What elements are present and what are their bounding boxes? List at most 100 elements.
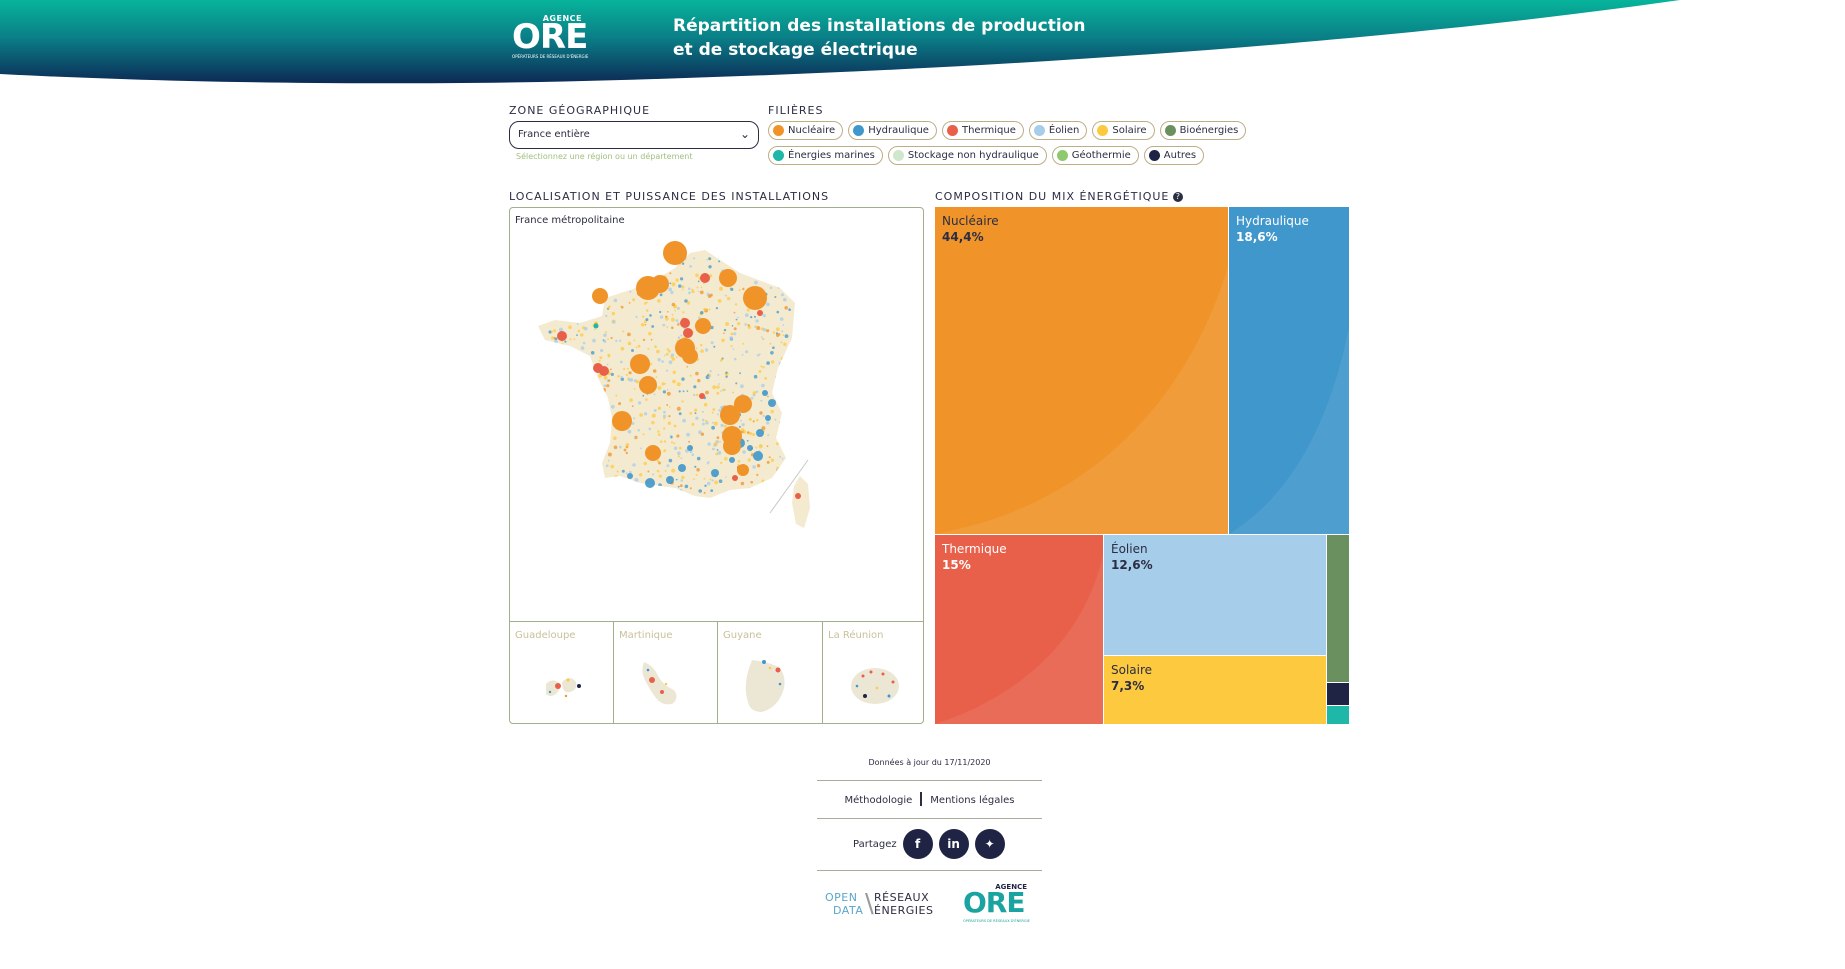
filiere-chip[interactable]: Bioénergies (1159, 121, 1247, 140)
tile-shine (935, 555, 1103, 724)
installation-dot (615, 339, 618, 343)
hydro-dot (645, 478, 655, 488)
installation-dot (779, 433, 784, 438)
installation-dot (611, 311, 616, 316)
question-circle-icon[interactable]: ? (1173, 192, 1184, 202)
installation-dot (578, 427, 583, 431)
installation-dot (737, 460, 741, 463)
installation-dot (695, 416, 699, 420)
linkedin-icon[interactable]: in (938, 829, 969, 859)
installation-dot (549, 358, 553, 362)
installation-dot (596, 457, 600, 461)
hydro-dot (747, 445, 753, 451)
installation-dot (557, 473, 561, 478)
methodologie-link[interactable]: Méthodologie (844, 795, 913, 806)
installation-dot (591, 432, 594, 436)
installation-dot (588, 269, 592, 273)
installation-dot (780, 357, 784, 361)
installation-dot (733, 332, 737, 336)
installation-dot (633, 417, 636, 420)
tile-autres[interactable] (1327, 683, 1349, 705)
overseas-martinique[interactable]: Martinique (614, 622, 718, 723)
installation-dot (781, 275, 786, 280)
france-map[interactable] (510, 228, 924, 618)
installation-dot (587, 292, 590, 295)
tile-bioenergies[interactable] (1327, 535, 1349, 682)
installation-dot (580, 346, 585, 350)
installation-dot (663, 354, 666, 357)
installation-dot (708, 308, 711, 311)
installation-dot (564, 270, 567, 273)
agence-ore-logo[interactable]: AGENCE ORE OPÉRATEURS DE RÉSEAUX D'ÉNERG… (512, 14, 589, 59)
tile-solaire[interactable]: Solaire 7,3% (1104, 656, 1326, 724)
installation-dot (775, 327, 780, 332)
installation-dot (657, 406, 662, 410)
filiere-chip[interactable]: Solaire (1092, 121, 1155, 140)
filiere-chip[interactable]: Hydraulique (848, 121, 937, 140)
tile-energies-marines[interactable] (1327, 706, 1349, 724)
installation-dot (677, 485, 680, 488)
installation-dot (605, 464, 609, 468)
installation-dot (582, 456, 586, 461)
filiere-chip[interactable]: Nucléaire (768, 121, 844, 140)
overseas-guyane[interactable]: Guyane (718, 622, 823, 723)
installation-dot (695, 347, 698, 350)
hydro-dot (768, 399, 776, 407)
installation-dot (563, 382, 567, 386)
filiere-chip[interactable]: Autres (1143, 146, 1205, 165)
overseas-la-reunion[interactable]: La Réunion (823, 622, 923, 723)
installation-dot (766, 361, 770, 365)
installation-dot (775, 442, 779, 446)
filiere-chip[interactable]: Énergies marines (768, 146, 883, 165)
installation-dot (664, 382, 666, 385)
tile-value: 7,3% (1111, 679, 1145, 693)
installation-dot (616, 470, 619, 473)
overseas-guadeloupe[interactable]: Guadeloupe (510, 622, 614, 723)
filiere-chip[interactable]: Éolien (1028, 121, 1088, 140)
installation-dot (589, 488, 593, 491)
overseas-row: Guadeloupe Martinique Guyane La Réunion (510, 621, 923, 723)
mentions-legales-link[interactable]: Mentions légales (930, 795, 1015, 806)
installation-dot (748, 432, 753, 436)
installation-dot (613, 436, 617, 440)
installation-dot (667, 311, 669, 313)
installation-dot (595, 448, 599, 452)
tile-thermique[interactable]: Thermique 15% (935, 535, 1103, 724)
filiere-chip[interactable]: Géothermie (1051, 146, 1139, 165)
installation-dot (576, 454, 581, 459)
installation-dot (593, 429, 598, 434)
installation-dot (679, 484, 683, 487)
hydro-dot (753, 451, 763, 461)
filiere-chip[interactable]: Stockage non hydraulique (887, 146, 1047, 165)
tile-hydraulique[interactable]: Hydraulique 18,6% (1229, 207, 1349, 534)
installation-dot (704, 348, 709, 352)
installation-dot (639, 473, 643, 477)
installation-dot (741, 353, 744, 356)
twitter-icon[interactable]: ✦ (974, 829, 1005, 859)
nucleaire-dot (663, 241, 687, 265)
installation-dot (587, 259, 591, 263)
nucleaire-dot (734, 395, 752, 413)
tile-nucleaire[interactable]: Nucléaire 44,4% (935, 207, 1228, 534)
filiere-chip[interactable]: Thermique (941, 121, 1024, 140)
zone-select[interactable]: France entière ⌄ (509, 121, 759, 149)
installation-dot (777, 286, 780, 289)
installation-dot (589, 443, 593, 447)
installation-dot (781, 330, 784, 333)
installation-dot (772, 266, 776, 270)
installation-dot (555, 388, 559, 393)
installation-dot (582, 295, 585, 298)
installation-dot (551, 442, 554, 445)
tile-eolien[interactable]: Éolien 12,6% (1104, 535, 1326, 655)
agence-ore-footer-logo[interactable]: AGENCE ORE OPÉRATEURS DE RÉSEAUX D'ÉNERG… (963, 883, 1030, 923)
installation-dot (703, 402, 708, 407)
installation-dot (756, 354, 760, 357)
facebook-icon[interactable]: f (902, 829, 933, 859)
odre-logo[interactable]: OPEN DATA \ RÉSEAUX ÉNERGIES (825, 889, 934, 919)
installation-dot (703, 477, 706, 480)
zone-hint: Sélectionnez une région ou un départemen… (516, 152, 693, 161)
installation-dot (750, 316, 753, 319)
installation-dot (593, 328, 596, 331)
installation-dot (556, 430, 559, 432)
installation-dot (777, 434, 779, 437)
